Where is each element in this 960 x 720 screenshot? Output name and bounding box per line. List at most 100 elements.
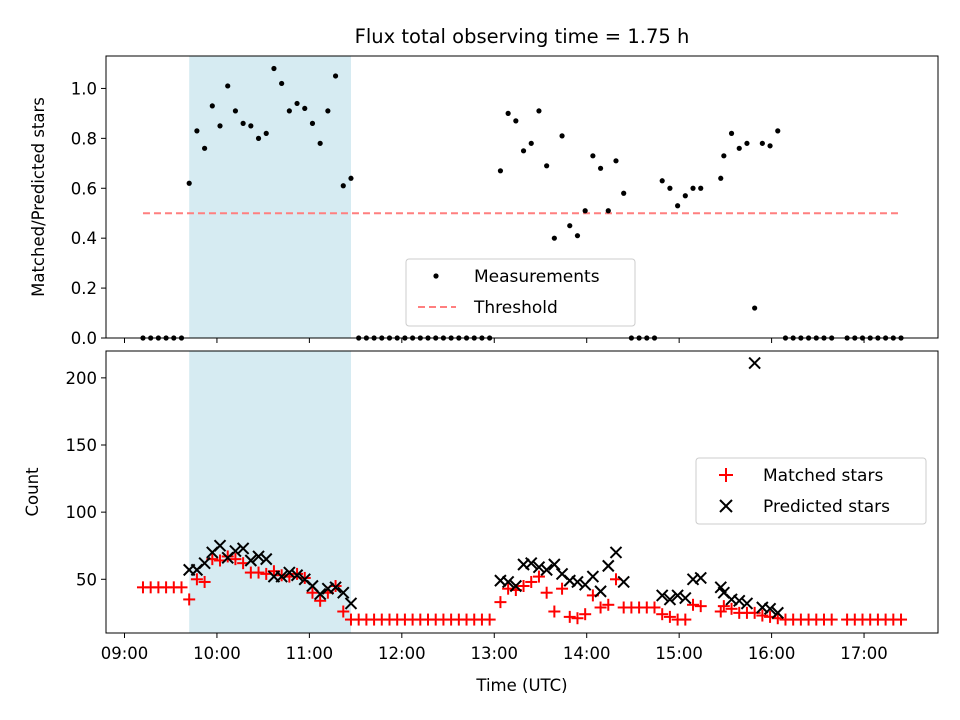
measurement-point (286, 108, 292, 114)
top-legend: Measurements Threshold (405, 258, 636, 327)
measurement-point (621, 190, 627, 196)
predicted-star-point (548, 558, 561, 571)
predicted-star-point (694, 571, 707, 585)
matched-star-point (748, 606, 761, 619)
measurement-point (551, 235, 557, 241)
bottom-y-axis-label: Count (23, 467, 42, 517)
y-tick-label: 50 (76, 570, 97, 589)
measurement-point (202, 145, 208, 151)
y-tick-label: 200 (66, 369, 98, 388)
bottom-panel: 50 100 150 200 09:00 10:00 11:00 12:00 13:00 14:… (23, 350, 939, 695)
top-chart-title: Flux total observing time = 1.75 h (355, 25, 690, 48)
predicted-star-point (586, 570, 600, 583)
measurement-point (613, 158, 619, 164)
measurement-point (332, 73, 339, 79)
predicted-star-point (509, 579, 523, 593)
x-tick-label: 16:00 (748, 644, 796, 663)
matched-star-point (679, 613, 692, 626)
predicted-star-point (229, 544, 242, 558)
top-x-ticks (123, 338, 865, 343)
measurement-point (659, 178, 665, 184)
x-tick-label: 11:00 (286, 644, 334, 663)
predicted-star-point (609, 546, 623, 559)
matched-star-point (532, 570, 545, 583)
x-axis-label: Time (UTC) (475, 676, 567, 695)
top-legend-box (405, 258, 636, 327)
measurement-point (605, 208, 611, 214)
measurement-point (767, 143, 773, 149)
matched-star-point (725, 602, 738, 615)
matched-star-point (602, 598, 615, 611)
predicted-star-point (571, 575, 584, 589)
predicted-star-point (213, 539, 227, 552)
matched-star-point (594, 601, 607, 614)
predicted-star-point (198, 556, 211, 570)
predicted-star-point (763, 602, 777, 616)
measurement-point (675, 203, 681, 209)
predicted-star-point (740, 597, 754, 610)
y-tick-label: 0.8 (71, 129, 97, 148)
predicted-star-point (733, 594, 746, 607)
matched-star-point (190, 573, 203, 586)
measurement-point (721, 153, 727, 159)
measurement-point (520, 148, 527, 154)
measurement-point (590, 153, 596, 159)
y-tick-label: 0.0 (71, 329, 97, 348)
y-tick-label: 100 (66, 503, 98, 522)
measurement-point (255, 135, 262, 141)
measurement-point (309, 120, 316, 126)
predicted-star-point (602, 559, 615, 573)
x-tick-label: 15:00 (655, 644, 703, 663)
y-tick-label: 0.2 (71, 279, 97, 298)
measurement-point (340, 183, 346, 189)
measurement-point (263, 130, 269, 136)
measurement-point (225, 83, 231, 89)
matched-star-point (525, 575, 538, 588)
matched-star-point (252, 566, 265, 579)
legend-predicted-marker (719, 499, 733, 513)
matched-star-point (540, 586, 553, 599)
measurement-point (325, 108, 331, 114)
predicted-star-point (313, 587, 327, 601)
measurement-point (317, 140, 323, 146)
predicted-star-point (656, 589, 669, 602)
matched-star-point (663, 610, 676, 623)
matched-star-point (314, 594, 327, 607)
measurement-point (186, 180, 192, 186)
measurement-point (232, 108, 239, 114)
matched-star-point (656, 608, 669, 621)
matched-star-point (756, 609, 769, 622)
predicted-star-point (501, 575, 515, 589)
measurement-point (718, 175, 724, 181)
measurement-point (759, 140, 765, 146)
bottom-legend-box (695, 457, 927, 525)
measurement-point (728, 130, 735, 136)
bottom-plot-area (136, 356, 908, 626)
measurement-point (248, 123, 254, 129)
legend-measurements-label: Measurements (474, 267, 600, 287)
matched-star-point (517, 580, 530, 592)
top-y-axis-label: Matched/Predicted stars (29, 97, 48, 297)
matched-star-point (183, 593, 196, 606)
measurement-point (682, 193, 688, 199)
legend-threshold-label: Threshold (473, 298, 558, 318)
matched-star-point (571, 612, 584, 625)
predicted-star-point (748, 356, 761, 370)
x-tick-label: 09:00 (101, 644, 149, 663)
y-tick-label: 1.0 (71, 79, 97, 98)
top-y-ticks: 0.0 0.2 0.4 0.6 0.8 1.0 (71, 79, 106, 348)
measurement-point (209, 103, 215, 109)
bottom-legend: Matched stars Predicted stars (695, 457, 927, 525)
x-tick-label: 17:00 (840, 644, 888, 663)
matched-star-point (548, 605, 561, 618)
matched-star-point (229, 553, 242, 566)
predicted-star-point (244, 554, 258, 567)
matched-star-point (579, 608, 592, 621)
predicted-star-point (337, 586, 350, 599)
predicted-star-point (617, 575, 630, 589)
measurement-point (690, 185, 696, 191)
measurement-point (544, 163, 550, 169)
matched-star-point (483, 613, 496, 626)
measurement-point (597, 165, 604, 171)
matched-star-point (563, 610, 576, 623)
